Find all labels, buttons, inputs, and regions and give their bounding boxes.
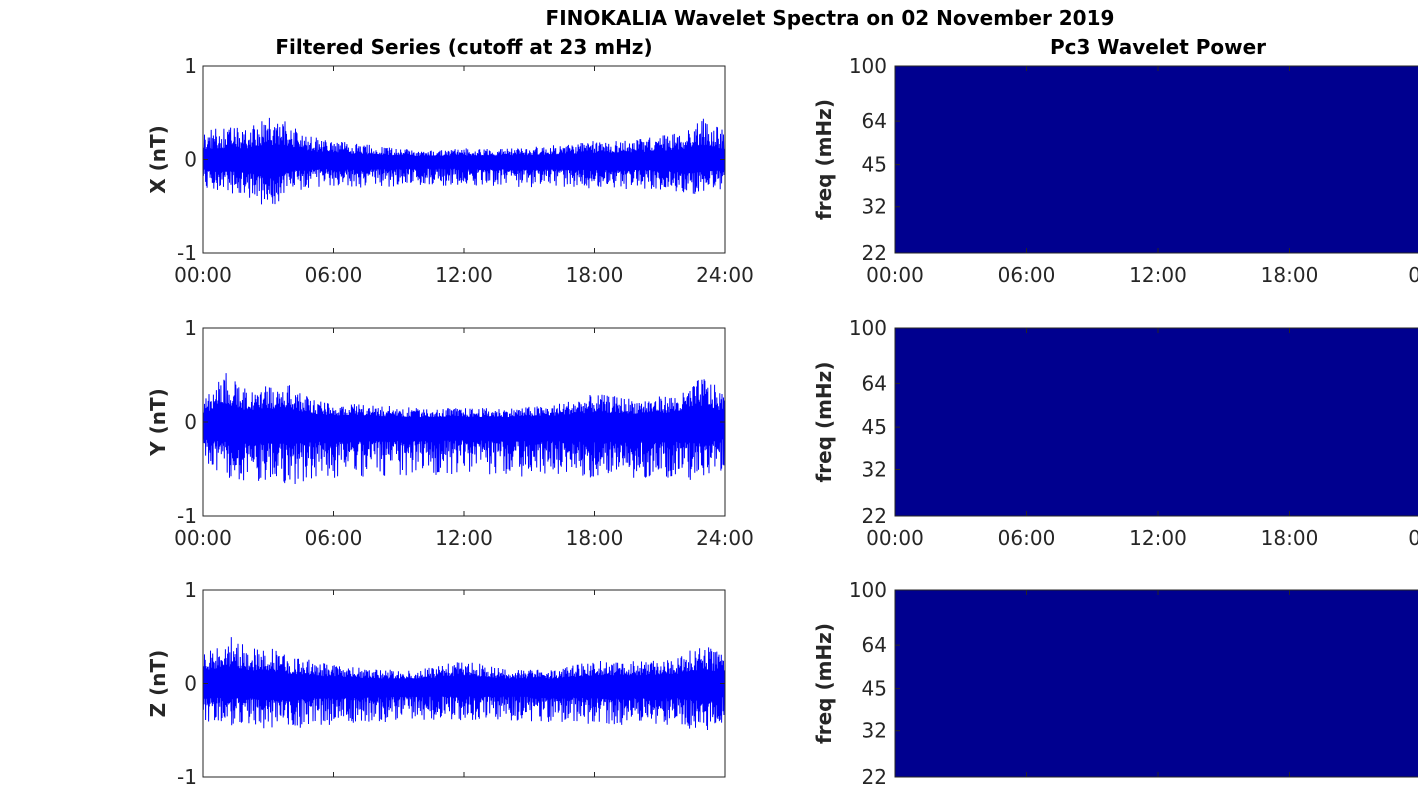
ytick-label: -1 — [177, 504, 197, 528]
xtick-label: 00:00 — [866, 263, 924, 287]
ytick-label: 64 — [862, 109, 887, 133]
z-power-axes: 22 32 45 64 100 freq (mHz) — [812, 578, 1418, 788]
ytick-label: 0 — [184, 672, 197, 696]
ytick-label: 32 — [862, 195, 887, 219]
ytick-label: 45 — [862, 153, 887, 177]
x-series-trace — [202, 117, 726, 205]
ytick-label: 45 — [862, 677, 887, 701]
ytick-label: 22 — [862, 241, 887, 265]
xtick-label: 18:00 — [1261, 526, 1319, 550]
y-series-axes: -1 0 1 Y (nT) 00:00 06:00 12:00 18:00 24:00 — [146, 316, 754, 550]
ytick-label: -1 — [177, 765, 197, 788]
xtick-label: 06:00 — [998, 526, 1056, 550]
ytick-label: 0 — [184, 148, 197, 172]
ylabel: freq (mHz) — [812, 623, 836, 744]
ytick-label: 100 — [849, 578, 887, 602]
xtick-label: 00:00 — [174, 263, 232, 287]
xtick-label: 00 — [1408, 526, 1418, 550]
xtick-label: 00 — [1408, 263, 1418, 287]
x-power-axes: 22 32 45 64 100 freq (mHz) 00:00 06:00 12:00 18:0… — [812, 54, 1418, 287]
ytick-label: 45 — [862, 415, 887, 439]
xtick-label: 24:00 — [696, 526, 754, 550]
ytick-label: 64 — [862, 633, 887, 657]
ylabel: Y (nT) — [146, 388, 170, 457]
x-series-axes: -1 0 1 X (nT) 00:00 06:00 12:00 18:00 24:00 — [146, 54, 754, 287]
ylabel: X (nT) — [146, 125, 170, 194]
xtick-label: 00:00 — [866, 526, 924, 550]
ytick-label: -1 — [177, 241, 197, 265]
ytick-label: 100 — [849, 54, 887, 78]
xtick-label: 12:00 — [435, 526, 493, 550]
ytick-label: 32 — [862, 719, 887, 743]
xtick-label: 06:00 — [305, 263, 363, 287]
left-column-title: Filtered Series (cutoff at 23 mHz) — [275, 35, 653, 59]
xtick-label: 18:00 — [1261, 263, 1319, 287]
figure-title: FINOKALIA Wavelet Spectra on 02 November… — [545, 6, 1115, 30]
right-column-title: Pc3 Wavelet Power — [1049, 35, 1267, 59]
ytick-label: 22 — [862, 765, 887, 788]
z-series-trace — [202, 637, 726, 731]
xtick-label: 12:00 — [1129, 263, 1187, 287]
xtick-label: 12:00 — [435, 263, 493, 287]
xtick-label: 18:00 — [566, 263, 624, 287]
ytick-label: 100 — [849, 316, 887, 340]
ytick-label: 32 — [862, 457, 887, 481]
ylabel: Z (nT) — [146, 650, 170, 718]
xtick-label: 12:00 — [1129, 526, 1187, 550]
y-power-axes: 22 32 45 64 100 freq (mHz) 00:00 06:00 12:00 18:0… — [812, 316, 1418, 550]
ytick-label: 0 — [184, 410, 197, 434]
ytick-label: 64 — [862, 371, 887, 395]
y-series-trace — [202, 373, 726, 485]
ylabel: freq (mHz) — [812, 362, 836, 483]
ytick-label: 22 — [862, 504, 887, 528]
y-power-heatmap — [894, 327, 1418, 517]
z-power-heatmap — [894, 589, 1418, 778]
ytick-label: 1 — [184, 578, 197, 602]
xtick-label: 06:00 — [305, 526, 363, 550]
ylabel: freq (mHz) — [812, 99, 836, 220]
x-power-heatmap — [894, 65, 1418, 254]
xtick-label: 18:00 — [566, 526, 624, 550]
ytick-label: 1 — [184, 54, 197, 78]
xtick-label: 24:00 — [696, 263, 754, 287]
xtick-label: 06:00 — [998, 263, 1056, 287]
ytick-label: 1 — [184, 316, 197, 340]
xtick-label: 00:00 — [174, 526, 232, 550]
